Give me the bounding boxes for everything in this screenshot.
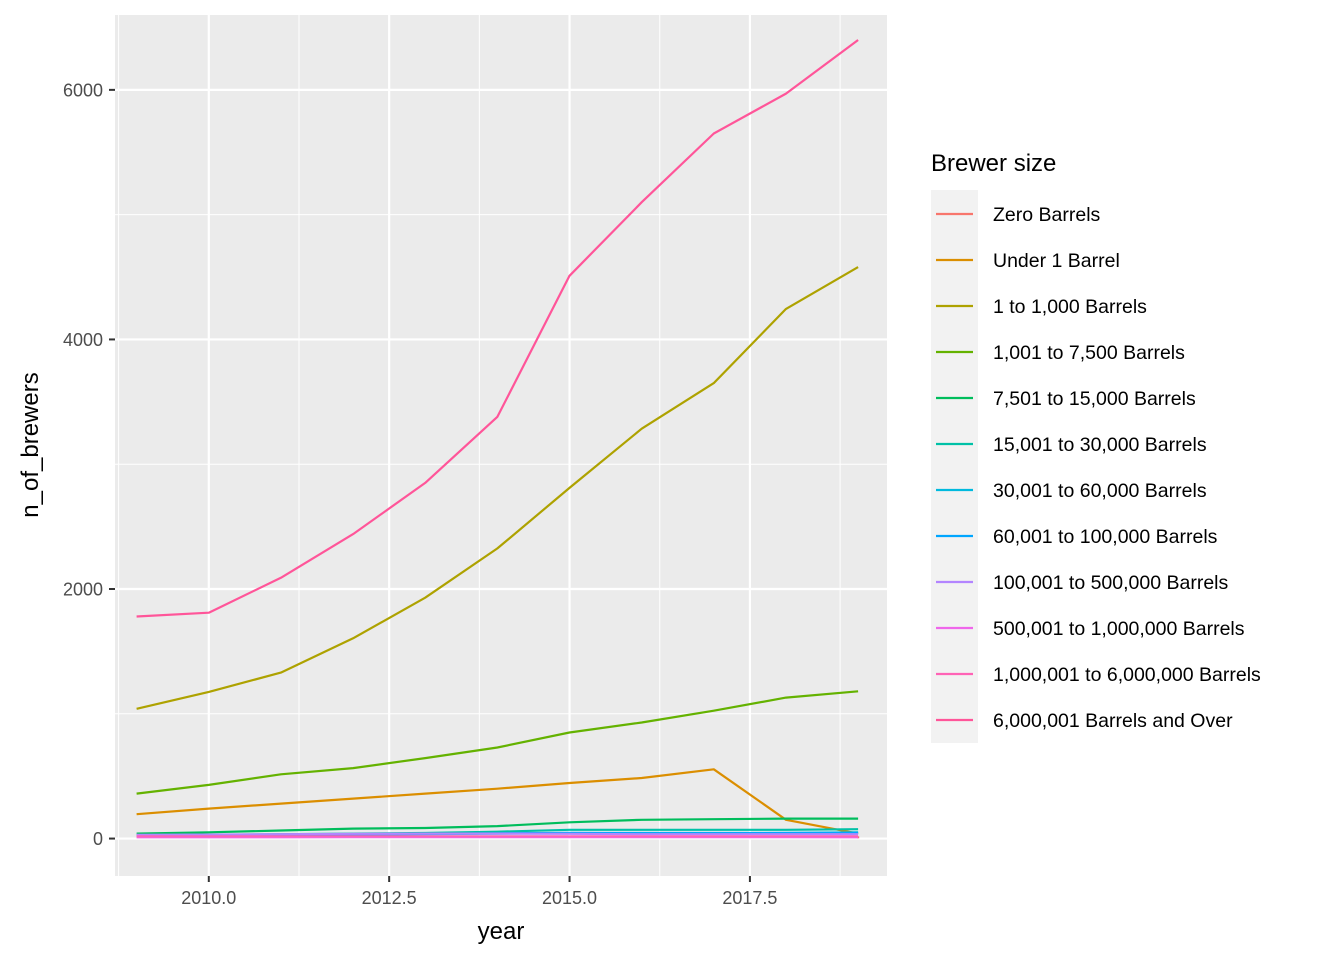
legend-label-10: 1,000,001 to 6,000,000 Barrels — [993, 664, 1261, 686]
plot-panel — [115, 15, 887, 876]
y-tick-label: 4000 — [63, 330, 103, 350]
legend-title: Brewer size — [931, 150, 1056, 177]
y-axis-title: n_of_brewers — [17, 372, 44, 517]
x-axis-title: year — [478, 918, 525, 945]
minor-gridlines — [115, 15, 887, 876]
legend-label-5: 15,001 to 30,000 Barrels — [993, 434, 1207, 456]
x-tick-label: 2010.0 — [181, 888, 236, 908]
series-line-3 — [136, 690, 859, 795]
y-tick-label: 0 — [93, 829, 103, 849]
legend-label-2: 1 to 1,000 Barrels — [993, 296, 1147, 318]
y-tick-label: 6000 — [63, 80, 103, 100]
y-tick-label: 2000 — [63, 580, 103, 600]
legend-items: Zero Barrels Under 1 Barrel 1 to 1,000 Bar… — [936, 204, 1261, 732]
series-line-2 — [136, 266, 859, 710]
x-tick-label: 2015.0 — [542, 888, 597, 908]
y-axis: 0 2000 4000 6000 — [63, 80, 115, 849]
x-axis: 2010.0 2012.5 2015.0 2017.5 — [181, 876, 777, 908]
legend-label-11: 6,000,001 Barrels and Over — [993, 710, 1233, 732]
series-line-8 — [136, 832, 859, 836]
legend-label-8: 100,001 to 500,000 Barrels — [993, 572, 1229, 594]
x-tick-label: 2012.5 — [362, 888, 417, 908]
legend-label-3: 1,001 to 7,500 Barrels — [993, 342, 1185, 364]
series-lines — [136, 39, 860, 839]
legend-label-9: 500,001 to 1,000,000 Barrels — [993, 618, 1245, 640]
legend-key-background — [931, 190, 978, 743]
series-line-1 — [136, 768, 859, 835]
x-tick-label: 2017.5 — [722, 888, 777, 908]
legend: Brewer size Zero Barrels Under 1 Barrel 1 … — [931, 150, 1261, 743]
series-line-4 — [136, 817, 859, 835]
series-line-11 — [136, 39, 859, 618]
legend-label-1: Under 1 Barrel — [993, 250, 1120, 272]
legend-label-4: 7,501 to 15,000 Barrels — [993, 388, 1196, 410]
legend-label-0: Zero Barrels — [993, 204, 1101, 226]
legend-label-7: 60,001 to 100,000 Barrels — [993, 526, 1218, 548]
legend-label-6: 30,001 to 60,000 Barrels — [993, 480, 1207, 502]
